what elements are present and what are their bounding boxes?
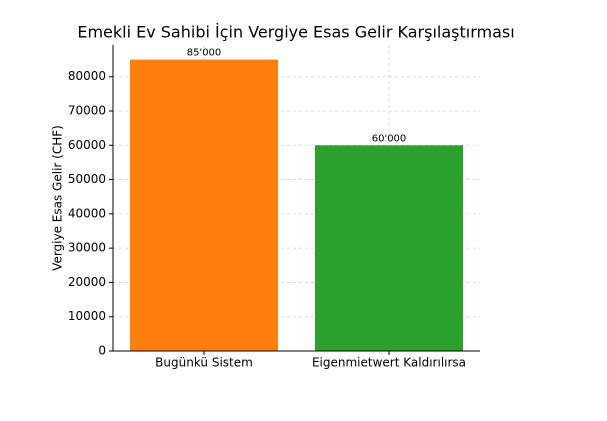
x-tick-label: Bugünkü Sistem [155, 356, 253, 370]
y-tick-label: 0 [98, 344, 106, 358]
value-label: 85'000 [187, 48, 222, 59]
y-tick-label: 30000 [68, 241, 106, 255]
x-tick-label: Eigenmietwert Kaldırılırsa [312, 356, 466, 370]
chart-title: Emekli Ev Sahibi İçin Vergiye Esas Gelir… [77, 23, 514, 42]
y-tick-label: 60000 [68, 138, 106, 152]
y-tick-label: 20000 [68, 275, 106, 289]
y-axis-label: Vergiye Esas Gelir (CHF) [51, 125, 65, 271]
y-tick-label: 50000 [68, 172, 106, 186]
bar [315, 145, 463, 351]
y-tick-label: 40000 [68, 206, 106, 220]
y-tick-label: 80000 [68, 69, 106, 83]
bar [130, 59, 278, 351]
value-label: 60'000 [372, 133, 407, 144]
y-tick-label: 70000 [68, 104, 106, 118]
y-tick-label: 10000 [68, 309, 106, 323]
